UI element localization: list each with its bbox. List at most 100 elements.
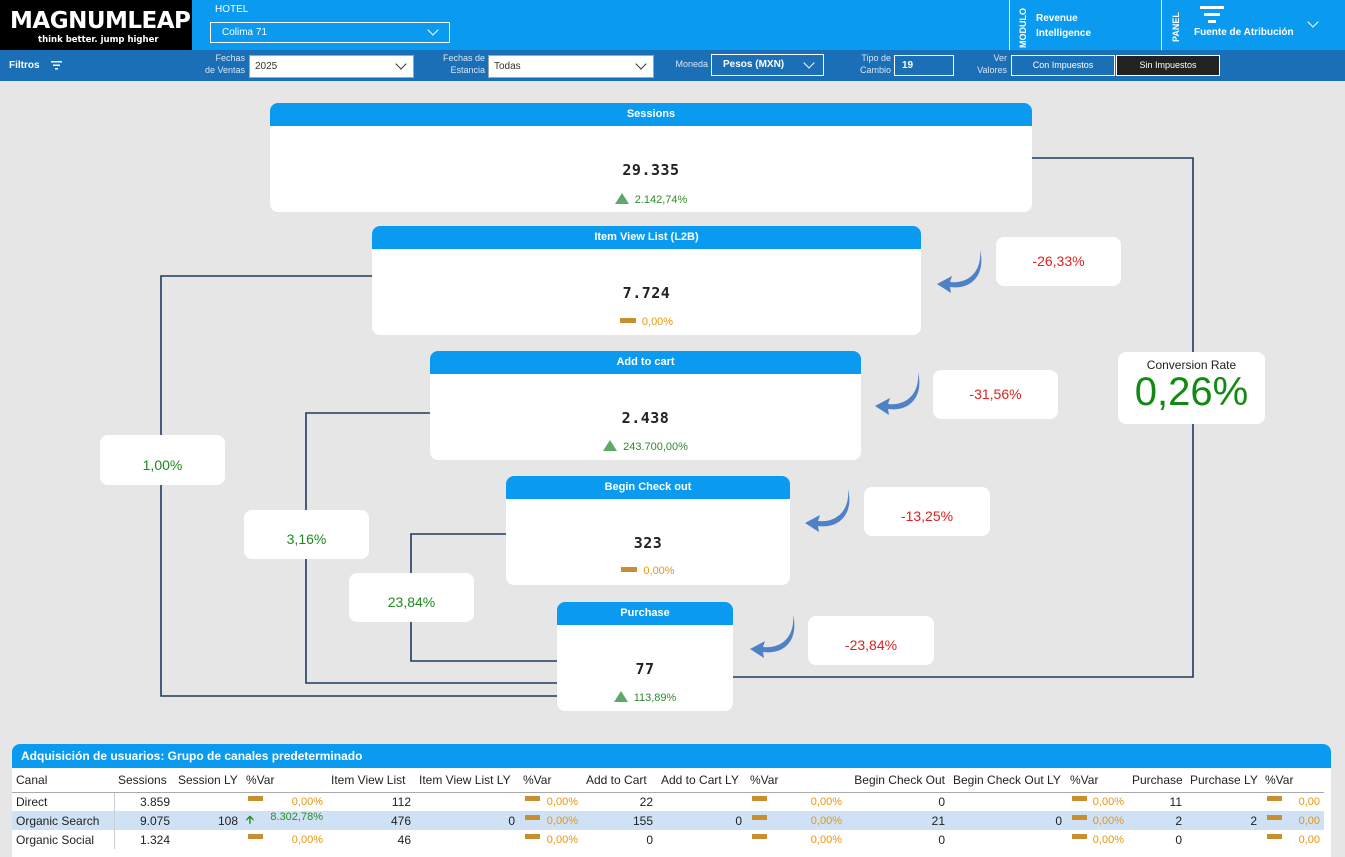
var-value: 0,00% bbox=[291, 833, 323, 846]
cell: 0 bbox=[646, 832, 653, 847]
card-variation: 2.142,74% bbox=[270, 193, 1032, 206]
panel-title[interactable]: Fuente de Atribución bbox=[1194, 27, 1294, 38]
logo-tagline: think better. jump higher bbox=[38, 35, 159, 45]
column-header[interactable]: Item View List LY bbox=[415, 768, 519, 793]
purchase-card: Purchase 77 113,89% bbox=[557, 602, 733, 711]
var-cell: 0,00% bbox=[519, 811, 582, 830]
cell bbox=[657, 792, 746, 811]
modulo-title[interactable]: Revenue Intelligence bbox=[1036, 11, 1091, 41]
cell: 155 bbox=[582, 811, 657, 830]
var-cell: 0,00% bbox=[746, 811, 846, 830]
table-row[interactable]: Direct 3.859 0,00% 112 0,00% 22 0,00% 0 … bbox=[12, 792, 1324, 811]
column-header[interactable]: Session LY bbox=[174, 768, 242, 793]
flat-bar-icon bbox=[752, 833, 767, 839]
divider bbox=[1009, 0, 1010, 50]
arrow-up-icon: 🡩 bbox=[246, 814, 254, 826]
flat-bar-icon bbox=[752, 814, 767, 820]
cell: 0 bbox=[938, 794, 945, 809]
var-cell: 0,00% bbox=[746, 792, 846, 811]
card-value: 29.335 bbox=[622, 161, 680, 179]
select-value: Todas bbox=[494, 61, 521, 72]
var-cell: 0,00 bbox=[1261, 830, 1324, 849]
funnel-icon bbox=[1200, 6, 1224, 23]
flat-bar-icon bbox=[525, 814, 540, 820]
item-view-card: Item View List (L2B) 7.724 0,00% bbox=[372, 226, 921, 335]
var-cell: 0,00 bbox=[1261, 811, 1324, 830]
column-header[interactable]: Add to Cart LY bbox=[657, 768, 746, 793]
rate-sessions-purchase: 1,00% bbox=[100, 435, 225, 485]
add-to-cart-card: Add to cart 2.438 243.700,00% bbox=[430, 351, 861, 460]
flat-bar-icon bbox=[525, 795, 540, 801]
table-row[interactable]: Organic Search 9.075 108 🡩 8.302,78% 476 … bbox=[12, 811, 1324, 830]
cell: 1.324 bbox=[139, 832, 170, 847]
cell: 3.859 bbox=[139, 794, 170, 809]
var-cell: 0,00 bbox=[1261, 792, 1324, 811]
variation-value: 2.142,74% bbox=[634, 194, 688, 206]
channel-name: Direct bbox=[12, 792, 115, 811]
flat-bar-icon bbox=[248, 795, 263, 801]
var-value: 0,00 bbox=[1298, 833, 1320, 846]
filter-icon[interactable] bbox=[51, 60, 62, 70]
logo-text: MAGNUMLEAP bbox=[10, 8, 191, 34]
drop-rate-add-to-cart: -31,56% bbox=[933, 370, 1058, 419]
curved-arrow-icon bbox=[805, 489, 850, 532]
sessions-card: Sessions 29.335 2.142,74% bbox=[270, 103, 1032, 212]
filters-label[interactable]: Filtros bbox=[9, 60, 40, 71]
top-bar: MAGNUMLEAP think better. jump higher HOT… bbox=[0, 0, 1345, 50]
table-row[interactable]: Organic Social 1.324 0,00% 46 0,00% 0 0,… bbox=[12, 830, 1324, 849]
column-header[interactable]: Begin Check Out bbox=[846, 768, 949, 793]
column-header[interactable]: Begin Check Out LY bbox=[949, 768, 1066, 793]
variation-value: 243.700,00% bbox=[623, 441, 688, 453]
conversion-rate-label: Conversion Rate bbox=[1146, 358, 1237, 372]
column-header[interactable]: Purchase bbox=[1128, 768, 1186, 793]
fechas-estancia-select[interactable]: Todas bbox=[488, 55, 654, 78]
column-header[interactable]: %Var bbox=[746, 768, 846, 793]
card-value: 77 bbox=[635, 660, 655, 678]
flat-bar-icon bbox=[525, 833, 540, 839]
card-title: Sessions bbox=[270, 103, 1032, 126]
select-value: 2025 bbox=[255, 61, 278, 72]
column-header[interactable]: Item View List bbox=[327, 768, 415, 793]
var-cell: 🡩 8.302,78% bbox=[242, 811, 327, 830]
cell bbox=[657, 830, 746, 849]
column-header[interactable]: %Var bbox=[1066, 768, 1128, 793]
column-header[interactable]: Add to Cart bbox=[582, 768, 657, 793]
curved-arrow-icon bbox=[937, 250, 982, 293]
sin-impuestos-button[interactable]: Sin Impuestos bbox=[1116, 55, 1220, 76]
conversion-rate-value: 0,26% bbox=[1134, 370, 1249, 414]
column-header[interactable]: %Var bbox=[1261, 768, 1324, 793]
column-header[interactable]: Canal bbox=[12, 768, 114, 793]
var-cell: 0,00% bbox=[242, 792, 327, 811]
channel-name: Organic Social bbox=[12, 830, 115, 849]
cell: 0 bbox=[938, 832, 945, 847]
table-title: Adquisición de usuarios: Grupo de canale… bbox=[12, 744, 1331, 768]
cell bbox=[1186, 792, 1261, 811]
cell bbox=[949, 792, 1066, 811]
fechas-ventas-select[interactable]: 2025 bbox=[249, 55, 414, 78]
rate-cart-purchase: 23,84% bbox=[349, 573, 474, 622]
card-title: Item View List (L2B) bbox=[372, 226, 921, 249]
card-value: 2.438 bbox=[621, 409, 670, 427]
var-cell: 0,00% bbox=[1066, 792, 1128, 811]
cell: 2 bbox=[1128, 811, 1186, 830]
var-value: 0,00% bbox=[1092, 833, 1124, 846]
label-line: de Ventas bbox=[204, 65, 245, 75]
cell: 46 bbox=[397, 832, 411, 847]
flat-bar-icon bbox=[1072, 814, 1087, 820]
tipo-cambio-input[interactable]: 19 bbox=[894, 55, 954, 76]
flat-bar-icon bbox=[619, 318, 636, 323]
hotel-select[interactable]: Colima 71 bbox=[210, 22, 450, 43]
label-line: Tipo de bbox=[861, 53, 891, 63]
con-impuestos-button[interactable]: Con Impuestos bbox=[1011, 55, 1115, 76]
cell bbox=[415, 792, 519, 811]
column-header[interactable]: %Var bbox=[519, 768, 582, 793]
channel-acquisition-table: Adquisición de usuarios: Grupo de canale… bbox=[12, 744, 1331, 857]
var-value: 0,00 bbox=[1298, 814, 1320, 827]
data-table: Canal Sessions Session LY %Var Item View… bbox=[12, 768, 1324, 849]
card-variation: 0,00% bbox=[372, 316, 921, 328]
column-header[interactable]: %Var bbox=[242, 768, 327, 793]
ver-valores-label: Ver Valores bbox=[962, 52, 1007, 76]
column-header[interactable]: Purchase LY bbox=[1186, 768, 1261, 793]
moneda-select[interactable]: Pesos (MXN) bbox=[711, 54, 824, 76]
column-header[interactable]: Sessions bbox=[114, 768, 174, 793]
